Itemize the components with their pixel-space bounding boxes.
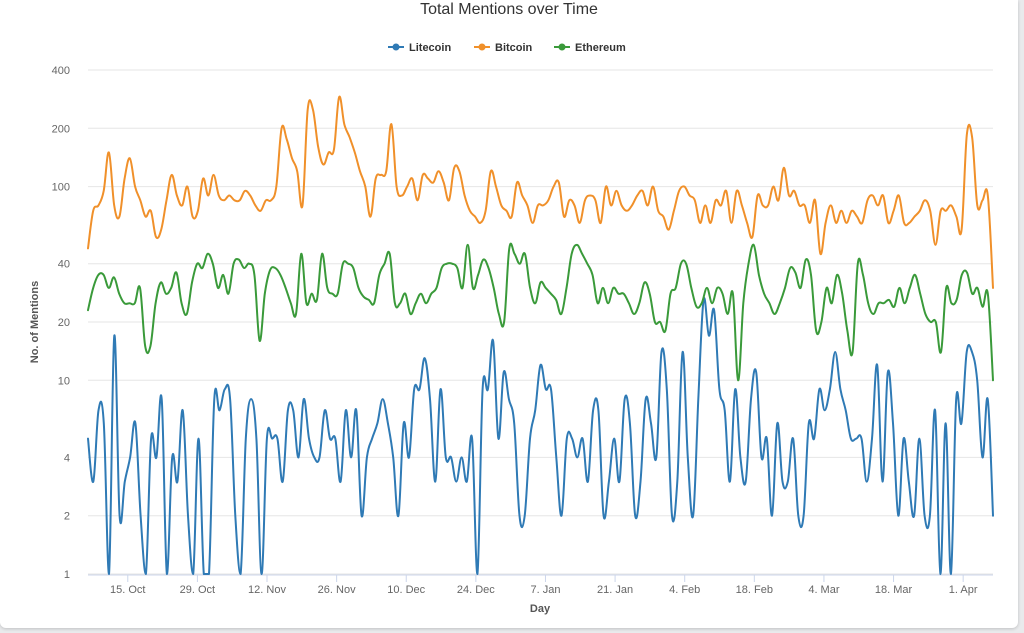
legend-item-litecoin[interactable]: Litecoin [388, 42, 451, 54]
x-tick-label: 10. Dec [387, 584, 425, 596]
series-line-litecoin[interactable] [87, 297, 994, 575]
series-line-ethereum[interactable] [87, 242, 994, 382]
legend-marker [392, 43, 400, 51]
chart-title: Total Mentions over Time [420, 1, 598, 18]
x-tick-label: 18. Mar [875, 584, 913, 596]
y-tick-label: 20 [58, 317, 70, 329]
y-tick-label: 4 [64, 452, 70, 464]
y-tick-label: 40 [58, 259, 70, 271]
legend-marker [478, 43, 486, 51]
x-tick-label: 29. Oct [180, 584, 215, 596]
legend-label: Litecoin [409, 42, 451, 54]
x-axis: 15. Oct 29. Oct 12. Nov 26. Nov 10. Dec 24. D… [88, 574, 993, 596]
chart-legend: Litecoin Bitcoin Ethereum [388, 42, 626, 54]
x-tick-label: 7. Jan [530, 584, 560, 596]
y-tick-label: 1 [64, 569, 70, 581]
x-tick-label: 4. Feb [669, 584, 700, 596]
x-tick-label: 24. Dec [457, 584, 495, 596]
y-tick-label: 200 [52, 123, 70, 135]
y-tick-label: 400 [52, 65, 70, 77]
x-tick-label: 21. Jan [597, 584, 633, 596]
y-axis-tick-labels: 1 2 4 10 20 40 100 200 400 [52, 65, 70, 581]
x-tick-label: 18. Feb [736, 584, 773, 596]
legend-marker [558, 43, 566, 51]
x-tick-label: 26. Nov [318, 584, 356, 596]
y-axis-title: No. of Mentions [29, 281, 41, 364]
y-tick-label: 2 [64, 511, 70, 523]
chart-series [87, 95, 994, 575]
legend-label: Bitcoin [495, 42, 533, 54]
legend-label: Ethereum [575, 42, 626, 54]
series-line-bitcoin[interactable] [87, 95, 994, 289]
legend-item-ethereum[interactable]: Ethereum [554, 42, 626, 54]
x-tick-label: 15. Oct [110, 584, 145, 596]
y-tick-label: 10 [58, 375, 70, 387]
x-tick-label: 1. Apr [949, 584, 978, 596]
legend-item-bitcoin[interactable]: Bitcoin [474, 42, 533, 54]
x-tick-label: 12. Nov [248, 584, 286, 596]
x-axis-title: Day [530, 603, 551, 615]
y-gridlines [88, 69, 993, 575]
x-tick-label: 4. Mar [808, 584, 840, 596]
y-tick-label: 100 [52, 182, 70, 194]
